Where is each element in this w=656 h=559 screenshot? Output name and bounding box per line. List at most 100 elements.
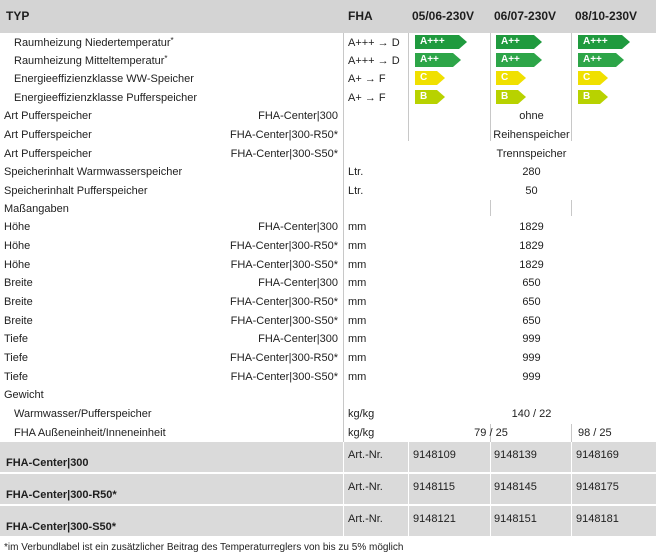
footnote: *im Verbundlabel ist ein zusätzlicher Be… xyxy=(4,542,404,553)
model-name: FHA-Center|300-S50* xyxy=(6,521,117,533)
header-col2: 06/07-230V xyxy=(494,9,557,23)
section-heading-gewicht: Gewicht xyxy=(4,389,44,401)
energy-label: Raumheizung Niedertemperatur * xyxy=(14,33,174,52)
energy-class-text: A+++ xyxy=(420,36,445,47)
row-value: 50 xyxy=(525,185,538,197)
energy-range: A+ → F xyxy=(348,91,386,104)
row-value: Trennspeicher xyxy=(496,148,567,160)
column-divider xyxy=(571,424,572,442)
energy-class-badge: B xyxy=(496,90,528,104)
model-label: FHA-Center|300 xyxy=(258,221,338,233)
row-value: 140 / 22 xyxy=(511,408,552,420)
energy-class-text: C xyxy=(420,72,428,83)
table-row: Gewicht xyxy=(0,386,656,404)
row-value: 999 xyxy=(522,371,541,383)
article-number: 9148121 xyxy=(413,513,456,525)
row-label: FHA Außeneinheit/Inneneinheit xyxy=(14,427,166,439)
energy-class-badge: B xyxy=(578,90,610,104)
energy-class-badge: C xyxy=(578,71,610,85)
row-label: Breite xyxy=(4,277,33,289)
table-row: Tiefe FHA-Center|300 mm 999 xyxy=(0,330,656,348)
footnote-marker: * xyxy=(170,36,174,45)
energy-class-badge: B xyxy=(415,90,447,104)
header-col3: 08/10-230V xyxy=(575,9,638,23)
model-label: FHA-Center|300-S50* xyxy=(230,315,338,327)
row-label: Speicherinhalt Warmwasserspeicher xyxy=(4,166,183,178)
row-unit: mm xyxy=(348,240,367,252)
table-row: Raumheizung Niedertemperatur * A+++ → D A++… xyxy=(0,33,656,52)
energy-label: Energieeffizienzklasse WW-Speicher xyxy=(14,69,194,88)
energy-class-badge: A++ xyxy=(496,53,544,67)
article-unit: Art.-Nr. xyxy=(348,449,383,461)
table-row: Breite FHA-Center|300-S50* mm 650 xyxy=(0,312,656,330)
table-row: Höhe FHA-Center|300 mm 1829 xyxy=(0,218,656,236)
energy-class-badge: A+++ xyxy=(578,35,632,49)
table-row: Art Pufferspeicher FHA-Center|300-R50* Rei… xyxy=(0,126,656,144)
table-row: Speicherinhalt Pufferspeicher Ltr. 50 xyxy=(0,182,656,200)
energy-class-badge: A+++ xyxy=(415,35,469,49)
article-number: 9148175 xyxy=(576,481,619,493)
column-divider xyxy=(408,33,409,141)
row-value: 999 xyxy=(522,352,541,364)
table-row: Breite FHA-Center|300-R50* mm 650 xyxy=(0,293,656,311)
table-row: Tiefe FHA-Center|300-R50* mm 999 xyxy=(0,349,656,367)
table-row: Raumheizung Mitteltemperatur * A+++ → D A++… xyxy=(0,51,656,70)
table-row: Energieeffizienzklasse Pufferspeicher A+ … xyxy=(0,88,656,107)
header-fha: FHA xyxy=(348,9,373,23)
row-value: 79 / 25 xyxy=(474,427,508,439)
table-row: Speicherinhalt Warmwasserspeicher Ltr. 280 xyxy=(0,163,656,181)
energy-label-text: Energieeffizienzklasse WW-Speicher xyxy=(14,72,194,85)
table-row: Höhe FHA-Center|300-R50* mm 1829 xyxy=(0,237,656,255)
row-unit: mm xyxy=(348,352,367,364)
energy-class-text: A++ xyxy=(501,36,520,47)
article-number: 9148151 xyxy=(494,513,537,525)
column-divider xyxy=(490,200,491,216)
row-label: Speicherinhalt Pufferspeicher xyxy=(4,185,148,197)
column-divider xyxy=(571,442,572,536)
row-separator xyxy=(0,472,656,474)
table-row: Warmwasser/Pufferspeicher kg/kg 140 / 22 xyxy=(0,405,656,423)
article-number: 9148169 xyxy=(576,449,619,461)
row-value: 1829 xyxy=(519,259,544,271)
article-number: 9148145 xyxy=(494,481,537,493)
energy-class-text: A++ xyxy=(501,54,520,65)
table-row: Art Pufferspeicher FHA-Center|300 ohne xyxy=(0,107,656,125)
column-divider xyxy=(490,424,491,442)
row-unit: Ltr. xyxy=(348,166,364,178)
energy-range: A+++ → D xyxy=(348,36,400,49)
table-row: Breite FHA-Center|300 mm 650 xyxy=(0,274,656,292)
column-divider xyxy=(571,33,572,141)
energy-class-text: A++ xyxy=(583,54,602,65)
section-heading-massangaben: Maßangaben xyxy=(4,203,69,215)
column-divider xyxy=(490,33,491,141)
footnote-marker: * xyxy=(164,54,168,63)
header-col1: 05/06-230V xyxy=(412,9,475,23)
row-label: Höhe xyxy=(4,221,31,233)
header-typ: TYP xyxy=(6,9,30,23)
row-unit: mm xyxy=(348,296,367,308)
energy-class-badge: C xyxy=(415,71,447,85)
column-divider xyxy=(571,200,572,216)
energy-label-text: Raumheizung Mitteltemperatur xyxy=(14,54,165,67)
table-row: Maßangaben xyxy=(0,200,656,218)
energy-class-badge: A++ xyxy=(578,53,626,67)
energy-class-text: B xyxy=(420,91,428,102)
model-label: FHA-Center|300 xyxy=(258,333,338,345)
model-label: FHA-Center|300-S50* xyxy=(230,148,338,160)
model-label: FHA-Center|300-S50* xyxy=(230,371,338,383)
article-number: 9148115 xyxy=(413,481,456,493)
model-label: FHA-Center|300-R50* xyxy=(229,352,338,364)
article-row: FHA-Center|300 Art.-Nr. 9148109 9148139 9148… xyxy=(0,442,656,472)
energy-label: Energieeffizienzklasse Pufferspeicher xyxy=(14,88,197,107)
row-unit: mm xyxy=(348,277,367,289)
article-number: 9148109 xyxy=(413,449,456,461)
model-label: FHA-Center|300 xyxy=(258,277,338,289)
article-row: FHA-Center|300-R50* Art.-Nr. 9148115 914814… xyxy=(0,474,656,504)
row-value: 1829 xyxy=(519,221,544,233)
row-label: Tiefe xyxy=(4,333,29,345)
row-label: Tiefe xyxy=(4,371,29,383)
energy-range: A+++ → D xyxy=(348,54,400,67)
row-value: 98 / 25 xyxy=(578,427,612,439)
row-value: 999 xyxy=(522,333,541,345)
energy-class-text: B xyxy=(583,91,591,102)
